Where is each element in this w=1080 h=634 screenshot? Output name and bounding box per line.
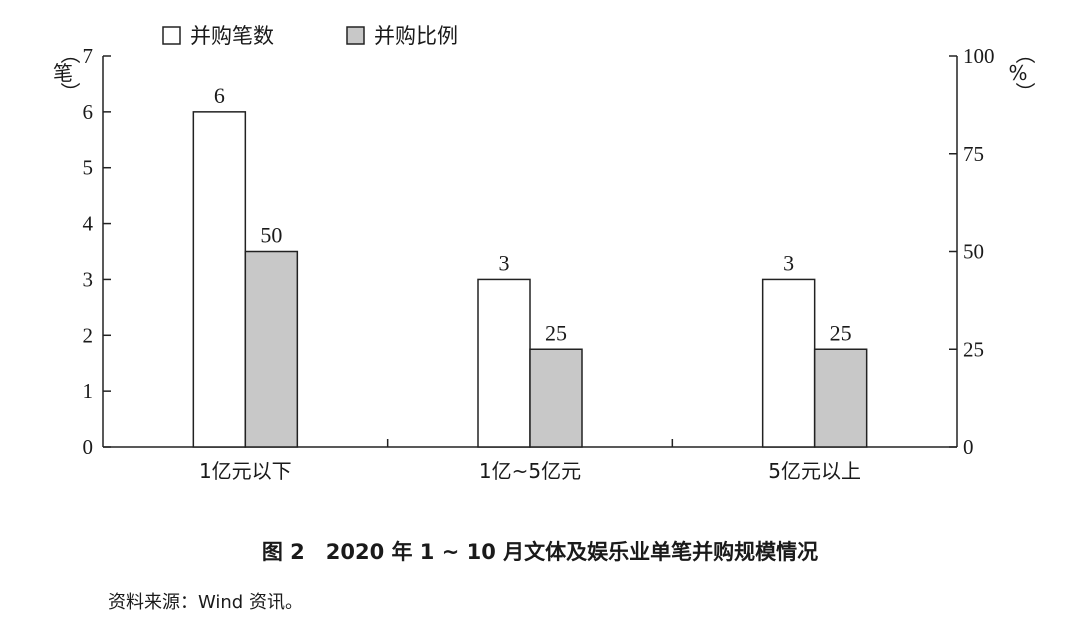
category-label: 1亿~5亿元 (479, 459, 581, 483)
left-tick-label: 1 (83, 379, 94, 403)
category-label: 1亿元以下 (199, 459, 292, 483)
left-tick-label: 7 (83, 44, 94, 68)
left-tick-label: 0 (83, 435, 94, 459)
bar-value-label: 3 (499, 250, 510, 275)
bar-value-label: 50 (260, 223, 282, 248)
legend-label: 并购笔数 (190, 24, 274, 48)
unit-char: 笔 (53, 61, 73, 85)
legend-label: 并购比例 (374, 24, 458, 48)
bar-value-label: 3 (783, 250, 794, 275)
bar-count (477, 278, 531, 448)
unit-paren: ） (1013, 82, 1037, 102)
category-label: 5亿元以上 (768, 459, 861, 483)
source-note: 资料来源：Wind 资讯。 (108, 592, 303, 613)
legend-swatch (162, 26, 181, 45)
bar-ratio (529, 348, 583, 448)
bar-value-label: 25 (830, 320, 852, 345)
left-axis-unit: （笔） (53, 44, 82, 102)
right-tick-label: 0 (963, 435, 974, 459)
left-tick-label: 6 (83, 100, 94, 124)
left-tick-label: 5 (83, 156, 94, 180)
right-axis-unit: （%） (1008, 44, 1037, 102)
bar-ratio (244, 250, 299, 448)
bar-count (192, 111, 247, 448)
bar-value-label: 6 (214, 83, 225, 108)
data-labels: 6 50 3 25 3 25 (214, 83, 852, 345)
right-tick-label: 25 (963, 337, 984, 361)
bar-ratio (813, 348, 868, 448)
left-tick-label: 2 (83, 323, 94, 347)
right-tick-label: 75 (963, 142, 984, 166)
left-tick-label: 3 (83, 267, 94, 291)
bars (192, 111, 868, 448)
left-tick-label: 4 (83, 212, 94, 236)
unit-char: % (1008, 61, 1027, 85)
bar-count (761, 278, 816, 448)
legend-swatch (346, 26, 365, 45)
unit-paren: （ (58, 44, 82, 64)
unit-paren: ） (58, 82, 82, 102)
bar-value-label: 25 (545, 320, 567, 345)
unit-paren: （ (1013, 44, 1037, 64)
right-tick-label: 100 (963, 44, 995, 68)
right-tick-label: 50 (963, 240, 984, 264)
figure-caption: 图 2 2020 年 1 ~ 10 月文体及娱乐业单笔并购规模情况 (261, 540, 819, 564)
legend: 并购笔数 并购比例 (162, 24, 458, 48)
